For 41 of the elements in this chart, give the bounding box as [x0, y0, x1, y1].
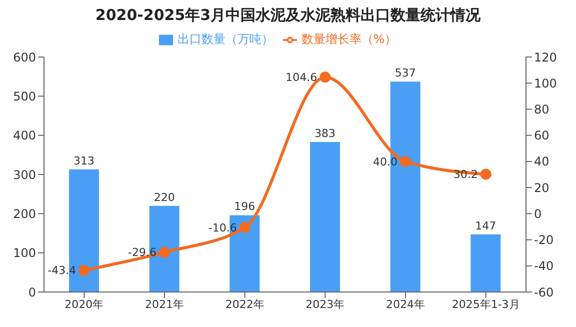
point	[239, 222, 250, 234]
y2-tick-label: 0	[534, 206, 542, 221]
point	[480, 168, 492, 180]
y2-tick-label: 100	[534, 76, 557, 90]
bar	[310, 142, 340, 292]
chart-title: 2020-2025年3月中国水泥及水泥熟料出口数量统计情况	[94, 6, 482, 25]
y-tick-label: 400	[13, 128, 36, 143]
y2-tick-label: -40	[534, 259, 554, 274]
data-label: 313	[74, 154, 94, 168]
y-tick-label: 600	[13, 50, 36, 64]
y-tick-label: 300	[13, 168, 36, 182]
point	[320, 72, 331, 83]
y2-tick-label: 20	[534, 180, 550, 195]
point	[159, 246, 170, 258]
data-label: 220	[154, 190, 175, 204]
point	[400, 156, 411, 167]
y2-tick-label: 60	[534, 128, 550, 143]
x-tick-label: 2021年	[145, 298, 184, 311]
point	[78, 264, 90, 276]
legend-label: 数量增长率（%）	[301, 32, 397, 46]
y2-tick-label: -20	[534, 233, 554, 248]
bar	[470, 234, 501, 292]
y-tick-label: 500	[13, 89, 36, 104]
y2-tick-label: 40	[534, 154, 550, 169]
y-tick-label: 0	[28, 285, 36, 300]
data-label: 104.6	[286, 71, 318, 84]
data-label: 537	[394, 66, 416, 80]
x-tick-label: 2024年	[386, 298, 425, 311]
y-tick-label: 100	[13, 246, 36, 260]
y2-tick-label: -60	[534, 285, 554, 300]
legend-label: 出口数量（万吨）	[177, 32, 274, 46]
data-label: 196	[234, 200, 256, 214]
x-tick-label: 2020年	[64, 298, 104, 311]
data-label: 383	[314, 126, 336, 140]
x-tick-label: 2023年	[306, 298, 345, 311]
x-tick-label: 2022年	[225, 298, 264, 311]
data-label: 147	[475, 219, 496, 232]
y-tick-label: 200	[13, 206, 36, 221]
y2-tick-label: 120	[534, 50, 557, 64]
x-tick-label: 2025年1-3月	[452, 298, 520, 311]
y2-tick-label: 80	[534, 102, 550, 116]
